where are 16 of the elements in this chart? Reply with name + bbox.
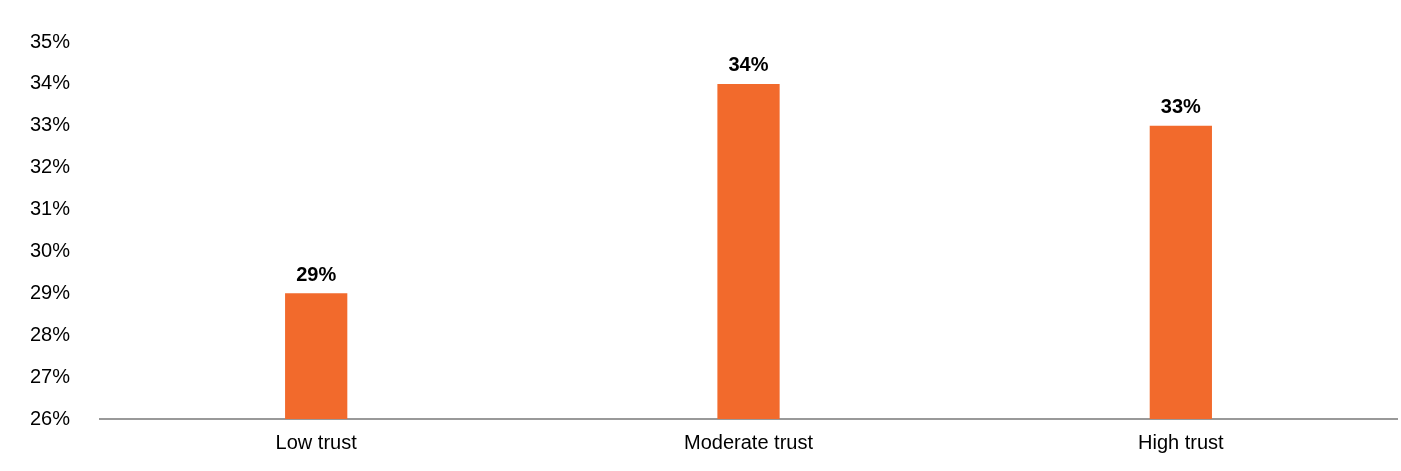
x-tick-label: Low trust: [275, 430, 358, 453]
y-tick-label: 27%: [30, 364, 71, 387]
y-tick-label: 29%: [30, 280, 71, 303]
y-tick-label: 35%: [30, 29, 71, 52]
data-label: 34%: [728, 53, 769, 76]
y-tick-label: 32%: [30, 155, 71, 178]
x-tick-label: High trust: [1138, 430, 1225, 453]
y-tick-label: 28%: [30, 322, 71, 345]
y-tick-label: 33%: [30, 113, 71, 136]
y-tick-label: 26%: [30, 406, 71, 429]
data-label: 33%: [1160, 95, 1202, 118]
data-label: 29%: [296, 262, 337, 285]
y-tick-label: 34%: [30, 71, 71, 94]
x-tick-label: Moderate trust: [684, 430, 814, 453]
y-tick-label: 31%: [30, 197, 71, 220]
y-tick-label: 30%: [30, 238, 71, 261]
